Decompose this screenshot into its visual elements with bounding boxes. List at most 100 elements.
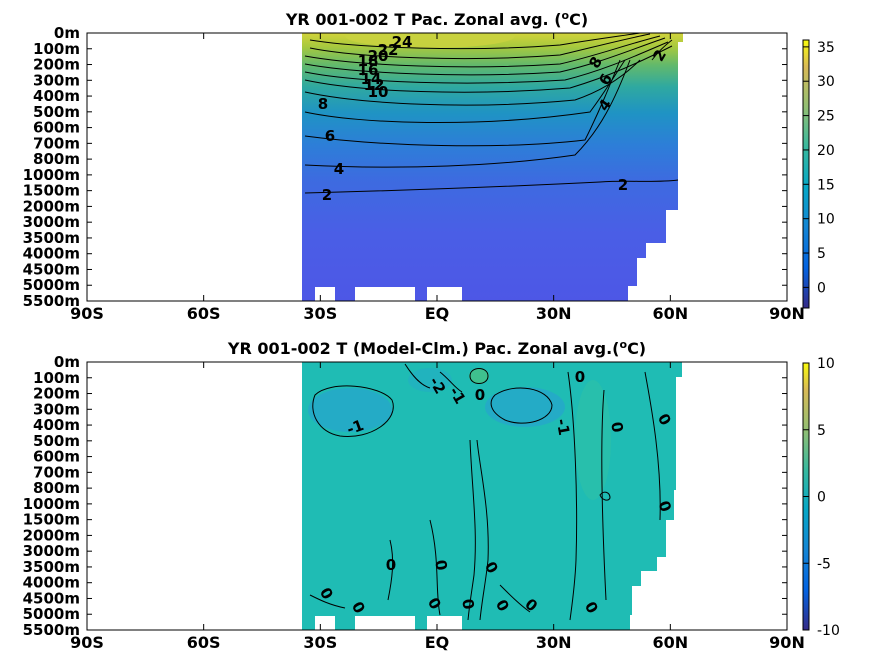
colorbar-tick-label: 10 <box>817 356 835 372</box>
top-contour-line <box>304 45 673 93</box>
y-tick-label: 800m <box>33 479 80 497</box>
bottom-warm-anomaly <box>469 368 489 384</box>
top-contour-line <box>651 39 673 61</box>
x-tick-label: 60N <box>653 304 689 323</box>
x-tick-label: 90N <box>769 633 805 652</box>
bottom-contour-line <box>467 439 476 621</box>
top-contour-line <box>309 33 651 59</box>
bottom-field: -2 -1 0 0 -1 -1 0 0 0 0 0 0 0 0 0 0 0 0 … <box>302 362 682 630</box>
contour-label: 24 <box>392 33 413 51</box>
bottom-warm-anomaly <box>575 380 611 500</box>
y-tick-label: 500m <box>33 103 80 121</box>
top-contour-line <box>304 41 669 84</box>
bottom-contour-line <box>469 368 489 384</box>
top-field: 24 22 20 18 16 14 12 10 8 6 4 2 8 6 4 2 … <box>302 33 683 301</box>
x-tick-label: 60S <box>187 633 221 652</box>
bottom-panel: YR 001-002 T (Model-Clm.) Pac. Zonal avg… <box>23 338 840 652</box>
bottom-cool-anomaly <box>408 368 452 392</box>
y-tick-label: 3000m <box>23 213 80 231</box>
contour-label: 10 <box>368 83 389 101</box>
contour-label: 0 <box>575 368 585 386</box>
contour-label: 4 <box>334 160 344 178</box>
top-x-axis: 90S 60S 30S EQ 30N 60N 90N <box>70 33 805 323</box>
y-tick-label: 1000m <box>23 166 80 184</box>
contour-label: -1 <box>445 384 469 407</box>
y-tick-label: 2000m <box>23 197 80 215</box>
contour-label: 2 <box>322 186 332 204</box>
x-tick-label: 90S <box>70 633 104 652</box>
bottom-contour-line <box>644 371 661 521</box>
contour-label: 16 <box>358 61 379 79</box>
y-tick-label: 800m <box>33 150 80 168</box>
bottom-contour-line <box>601 389 607 601</box>
bottom-contour-line <box>499 584 531 613</box>
y-tick-label: 4500m <box>23 589 80 607</box>
colorbar-tick-label: -5 <box>817 556 831 572</box>
colorbar-tick-label: 0 <box>817 490 826 506</box>
x-tick-label: 30N <box>536 633 572 652</box>
top-contour-line <box>304 59 631 168</box>
bottom-y-axis: 0m100m200m300m400m500m600m700m800m1000m1… <box>23 353 787 639</box>
bottom-seafloor-gap <box>355 616 415 630</box>
y-tick-label: 5500m <box>23 621 80 639</box>
top-contour-labels: 24 22 20 18 16 14 12 10 8 6 4 2 8 6 4 2 … <box>318 33 670 204</box>
top-warm-core <box>345 33 515 48</box>
bottom-seafloor-gap <box>315 616 335 630</box>
y-tick-label: 0m <box>54 24 80 42</box>
y-tick-label: 400m <box>33 87 80 105</box>
x-tick-label: 90N <box>769 304 805 323</box>
colorbar-tick-label: 15 <box>817 177 835 193</box>
top-title: YR 001-002 T Pac. Zonal avg. (oC) <box>285 9 588 29</box>
contour-label: 0 <box>386 556 396 574</box>
y-tick-label: 700m <box>33 463 80 481</box>
colorbar-tick-label: -10 <box>817 623 840 639</box>
y-tick-label: 2000m <box>23 526 80 544</box>
contour-label: -2 <box>425 374 449 397</box>
top-panel: YR 001-002 T Pac. Zonal avg. (oC) <box>23 9 835 323</box>
x-tick-label: 60N <box>653 633 689 652</box>
y-tick-label: 4000m <box>23 574 80 592</box>
y-tick-label: 3000m <box>23 542 80 560</box>
bottom-contour-line <box>439 371 463 393</box>
bottom-contour-line <box>429 519 441 616</box>
contour-label: 14 <box>361 70 382 88</box>
x-tick-label: 30S <box>303 633 337 652</box>
contour-label: 2 <box>618 176 628 194</box>
x-tick-label: EQ <box>425 304 450 323</box>
top-contour-line <box>304 37 666 76</box>
contour-label: -1 <box>553 417 574 437</box>
y-tick-label: 600m <box>33 119 80 137</box>
y-tick-label: 5000m <box>23 276 80 294</box>
y-tick-label: 700m <box>33 134 80 152</box>
contour-label: 0 <box>458 597 478 610</box>
top-colorbar-fill <box>802 39 810 309</box>
colorbar-tick-label: 35 <box>817 40 835 56</box>
y-tick-label: 600m <box>33 448 80 466</box>
bottom-seafloor-gap <box>427 616 462 630</box>
y-tick-label: 1500m <box>23 182 80 200</box>
top-y-axis: 0m100m200m300m400m500m600m700m800m1000m1… <box>23 24 787 310</box>
y-tick-label: 3500m <box>23 229 80 247</box>
top-contour-line <box>304 179 679 194</box>
bottom-contour-line <box>599 491 611 501</box>
y-tick-label: 1000m <box>23 495 80 513</box>
bottom-contour-line <box>404 363 431 389</box>
top-colorbar: 35 30 25 20 15 10 5 0 <box>802 39 835 309</box>
contour-label: 0 <box>607 420 627 433</box>
colorbar-tick-label: 5 <box>817 423 826 439</box>
x-tick-label: 30N <box>536 304 572 323</box>
top-data-region <box>302 33 683 301</box>
y-tick-label: 500m <box>33 432 80 450</box>
top-seafloor-gap <box>315 287 335 301</box>
y-tick-label: 1500m <box>23 511 80 529</box>
bottom-contour-line <box>567 371 578 621</box>
colorbar-tick-label: 30 <box>817 74 835 90</box>
y-tick-label: 5500m <box>23 292 80 310</box>
y-tick-label: 300m <box>33 400 80 418</box>
colorbar-tick-label: 0 <box>817 280 826 296</box>
contour-label: -1 <box>344 416 366 439</box>
y-tick-label: 4500m <box>23 260 80 278</box>
y-tick-label: 5000m <box>23 605 80 623</box>
y-tick-label: 300m <box>33 71 80 89</box>
bottom-title: YR 001-002 T (Model-Clm.) Pac. Zonal avg… <box>227 338 646 358</box>
